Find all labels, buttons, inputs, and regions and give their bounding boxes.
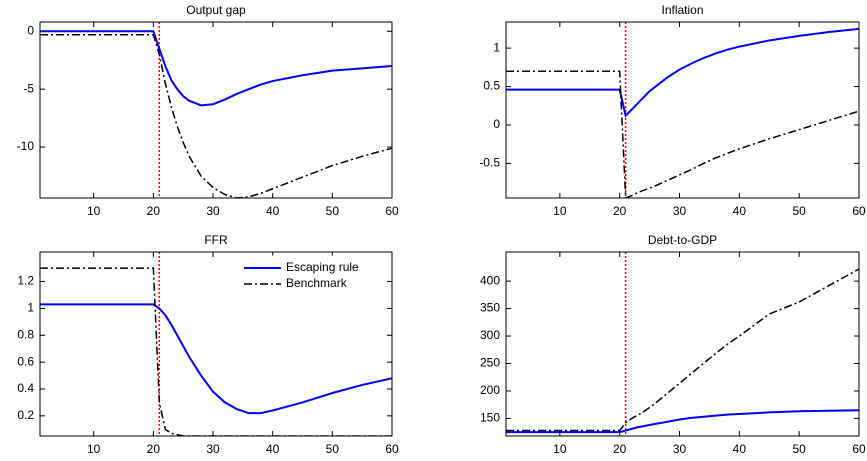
y-tick-label: 0 — [27, 23, 34, 37]
axes-frame — [39, 251, 393, 437]
x-tick-label: 10 — [553, 204, 567, 218]
axes-frame — [505, 21, 860, 199]
x-tick-label: 60 — [852, 442, 866, 456]
y-tick-label: 350 — [480, 301, 500, 315]
y-tick-label: -5 — [23, 81, 34, 95]
x-tick-label: 40 — [733, 204, 747, 218]
x-tick-label: 10 — [87, 442, 101, 456]
legend-label: Benchmark — [286, 276, 348, 290]
plot-area — [506, 252, 859, 436]
line-series — [40, 33, 392, 198]
y-tick-label: 0 — [493, 117, 500, 131]
x-tick-label: 50 — [792, 442, 806, 456]
y-tick-label: 1.2 — [17, 274, 34, 288]
y-tick-label: 400 — [480, 273, 500, 287]
y-tick-label: 1 — [493, 40, 500, 54]
x-tick-label: 30 — [673, 442, 687, 456]
x-tick-label: 40 — [733, 442, 747, 456]
x-tick-label: 60 — [852, 204, 866, 218]
x-tick-label: 30 — [206, 204, 220, 218]
line-series — [40, 30, 392, 107]
y-tick-label: 200 — [480, 383, 500, 397]
y-tick-label: 0.4 — [17, 381, 34, 395]
axes-frame — [39, 21, 393, 199]
x-tick-label: 30 — [673, 204, 687, 218]
axes-frame — [505, 251, 860, 437]
y-tick-label: 0.5 — [483, 79, 500, 93]
x-tick-label: 50 — [792, 204, 806, 218]
y-tick-label: 0.2 — [17, 408, 34, 422]
x-tick-label: 10 — [87, 204, 101, 218]
x-tick-label: 60 — [385, 204, 399, 218]
line-series — [506, 268, 859, 432]
line-series — [40, 303, 392, 415]
chart-title: FFR — [204, 233, 228, 247]
y-tick-label: 1 — [27, 301, 34, 315]
x-tick-label: 20 — [613, 204, 627, 218]
x-tick-label: 40 — [266, 442, 280, 456]
plot-area — [40, 22, 392, 198]
line-series — [506, 409, 859, 434]
x-tick-label: 20 — [613, 442, 627, 456]
x-tick-label: 50 — [326, 442, 340, 456]
x-tick-label: 40 — [266, 204, 280, 218]
y-tick-label: 250 — [480, 356, 500, 370]
chart-title: Output gap — [186, 3, 246, 17]
y-tick-label: 300 — [480, 328, 500, 342]
x-tick-label: 10 — [553, 442, 567, 456]
y-tick-label: -10 — [17, 139, 35, 153]
y-tick-label: -0.5 — [479, 156, 500, 170]
line-series — [40, 267, 392, 436]
legend-label: Escaping rule — [286, 260, 359, 274]
legend-box — [235, 255, 387, 303]
chart-title: Debt-to-GDP — [648, 233, 717, 247]
line-series — [506, 27, 859, 118]
y-tick-label: 0.8 — [17, 327, 34, 341]
line-series — [506, 70, 859, 198]
x-tick-label: 30 — [206, 442, 220, 456]
x-tick-label: 50 — [326, 204, 340, 218]
x-tick-label: 20 — [147, 442, 161, 456]
x-tick-label: 60 — [385, 442, 399, 456]
x-tick-label: 20 — [147, 204, 161, 218]
y-tick-label: 150 — [480, 411, 500, 425]
y-tick-label: 0.6 — [17, 354, 34, 368]
chart-title: Inflation — [661, 3, 703, 17]
plot-area — [506, 22, 859, 198]
